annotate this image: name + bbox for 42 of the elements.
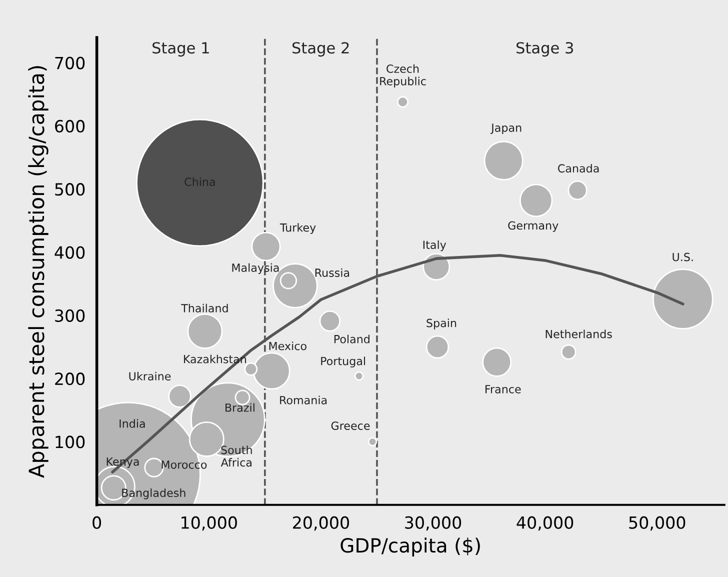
series-label: Mexico (269, 342, 306, 350)
y-tick-label: 300 (55, 309, 85, 322)
series-label: Malaysia (232, 263, 279, 274)
series-label: Russia (315, 268, 350, 277)
series-label: Japan (490, 124, 522, 134)
series-label: U.S. (672, 252, 693, 262)
series-label: Brazil (226, 403, 254, 412)
series-label: Canada (558, 164, 599, 173)
y-tick-label: 100 (56, 436, 85, 448)
series-label: Greece (331, 422, 370, 430)
x-tick-label: 20,000 (293, 516, 349, 531)
series-label: Netherlands (546, 330, 612, 338)
x-tick-label: 10,000 (182, 516, 237, 531)
annotation: Stage 3 (516, 42, 574, 57)
annotation: Stage 2 (292, 42, 349, 57)
series-label: South Africa (220, 446, 252, 467)
series-label: Portugal (321, 356, 366, 368)
series-label: Czech Republic (380, 64, 426, 88)
x-tick-label: 40,000 (516, 516, 574, 531)
series-label: India (120, 419, 145, 428)
series-label: Thailand (181, 304, 228, 312)
series-label: France (485, 385, 521, 394)
x-axis-title: GDP/capita ($) (340, 538, 480, 556)
y-axis-title: Apparent steel consumption (kg/capita) (28, 66, 48, 478)
y-tick-label: 600 (55, 120, 85, 132)
series-label: Spain (426, 318, 456, 330)
annotation: Stage 1 (152, 42, 209, 57)
series-label: Turkey (280, 223, 316, 234)
series-label: Ukraine (129, 372, 171, 380)
series-label: Poland (334, 334, 370, 344)
x-tick-label: 50,000 (629, 516, 686, 531)
series-label: Italy (423, 240, 446, 252)
x-tick-label: 30,000 (405, 516, 462, 531)
y-tick-label: 400 (54, 246, 85, 259)
annotation: Romania (280, 396, 327, 404)
y-tick-label: 500 (55, 183, 85, 196)
series-label: Morocco (162, 460, 207, 469)
series-label: Germany (508, 221, 558, 232)
y-tick-label: 200 (55, 372, 85, 386)
x-tick-label: 0 (92, 516, 102, 529)
y-tick-label: 700 (55, 56, 85, 70)
series-label: Bangladesh (122, 488, 186, 500)
